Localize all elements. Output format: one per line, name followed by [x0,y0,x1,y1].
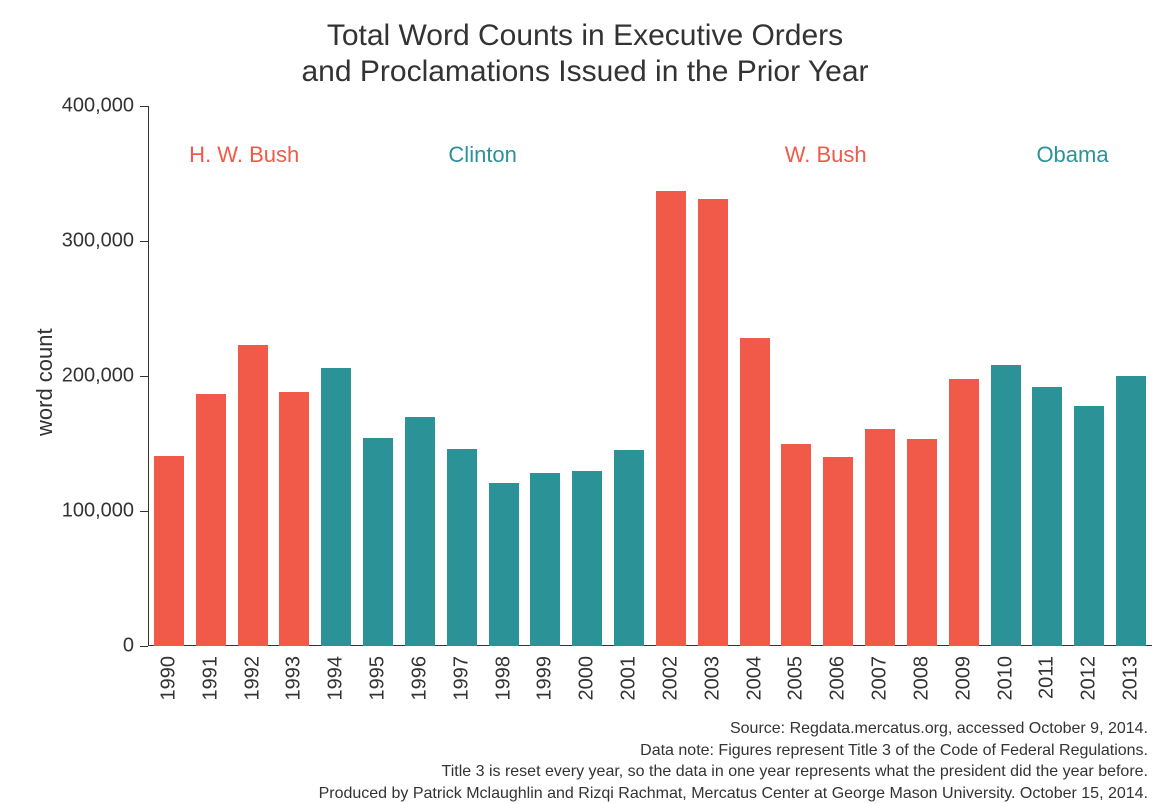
x-tick-label: 2004 [743,656,766,701]
bar [321,368,351,646]
bar [1032,387,1062,646]
x-tick-label: 2003 [701,656,724,701]
x-tick-label: 1997 [450,656,473,701]
x-tick-label: 1999 [534,656,557,701]
bar [1074,406,1104,646]
bar [489,483,519,646]
y-tick-label: 0 [34,635,134,658]
y-tick [140,511,148,512]
x-tick-label: 2011 [1036,656,1059,699]
bar [865,429,895,646]
bar [154,456,184,646]
bar [656,191,686,646]
x-tick-label: 1990 [157,656,180,701]
bar [530,473,560,646]
x-tick-label: 2012 [1078,656,1101,701]
x-tick-label: 1993 [283,656,306,701]
y-tick [140,106,148,107]
bar [781,444,811,647]
footnotes: Source: Regdata.mercatus.org, accessed O… [319,718,1148,804]
y-tick [140,376,148,377]
x-tick-label: 2002 [659,656,682,701]
bar [823,457,853,646]
bar [991,365,1021,646]
x-tick-label: 2010 [994,656,1017,701]
y-tick [140,241,148,242]
bar [907,439,937,646]
x-tick-label: 2000 [576,656,599,701]
x-tick-label: 1991 [199,656,222,701]
bar-chart: Total Word Counts in Executive Orders an… [0,0,1170,795]
x-tick-label: 2006 [827,656,850,701]
plot-area: 0100,000200,000300,000400,00019901991199… [148,106,1152,646]
footnote-line: Data note: Figures represent Title 3 of … [319,740,1148,762]
president-label: W. Bush [785,142,867,168]
bar [447,449,477,646]
chart-title: Total Word Counts in Executive Orders an… [0,18,1170,90]
x-tick-label: 1998 [492,656,515,701]
y-tick [140,646,148,647]
x-tick-label: 2008 [910,656,933,701]
x-tick-label: 2001 [618,656,641,701]
y-tick-label: 100,000 [34,500,134,523]
x-tick-label: 1992 [241,656,264,701]
x-tick-label: 2013 [1120,656,1143,701]
footnote-line: Title 3 is reset every year, so the data… [319,761,1148,783]
chart-title-line1: Total Word Counts in Executive Orders [0,18,1170,54]
bar [698,199,728,646]
y-axis [148,106,149,646]
x-tick-label: 2005 [785,656,808,701]
footnote-line: Source: Regdata.mercatus.org, accessed O… [319,718,1148,740]
bar [572,471,602,647]
chart-title-line2: and Proclamations Issued in the Prior Ye… [0,54,1170,90]
y-tick-label: 300,000 [34,230,134,253]
bar [740,338,770,646]
bar [279,392,309,646]
president-label: H. W. Bush [189,142,299,168]
president-label: Clinton [448,142,516,168]
x-tick-label: 1994 [325,656,348,701]
x-tick-label: 2007 [869,656,892,701]
y-tick-label: 200,000 [34,365,134,388]
bar [238,345,268,646]
x-tick-label: 1996 [408,656,431,701]
bar [405,417,435,647]
bar [1116,376,1146,646]
bar [614,450,644,646]
bar [196,394,226,646]
y-tick-label: 400,000 [34,95,134,118]
x-tick-label: 2009 [952,656,975,701]
bar [949,379,979,646]
x-tick-label: 1995 [367,656,390,701]
bar [363,438,393,646]
president-label: Obama [1036,142,1108,168]
footnote-line: Produced by Patrick Mclaughlin and Rizqi… [319,783,1148,804]
